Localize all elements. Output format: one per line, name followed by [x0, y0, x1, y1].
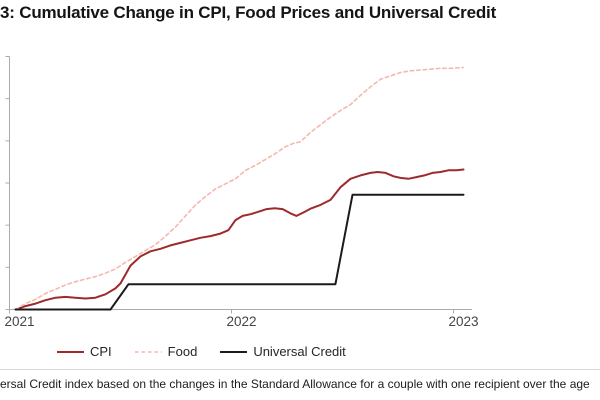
- legend-item-universal-credit: Universal Credit: [220, 344, 346, 359]
- legend-item-cpi: CPI: [57, 344, 112, 359]
- food-line: [14, 66, 465, 311]
- x-axis-label: 2023: [448, 314, 478, 329]
- figure-footnote: ersal Credit index based on the changes …: [0, 369, 600, 391]
- universal-credit-line-swatch-icon: [220, 349, 248, 355]
- universal-credit-line: [14, 193, 465, 311]
- food-line-swatch-icon: [134, 349, 162, 355]
- legend: CPI Food Universal Credit: [57, 344, 346, 359]
- cpi-line: [14, 168, 465, 311]
- legend-label-universal-credit: Universal Credit: [253, 344, 346, 359]
- x-axis-label: 2021: [4, 314, 34, 329]
- x-axis-label: 2022: [226, 314, 256, 329]
- cpi-line-swatch-icon: [57, 349, 84, 355]
- legend-item-food: Food: [134, 344, 198, 359]
- legend-label-food: Food: [167, 344, 198, 359]
- figure-title: 3: Cumulative Change in CPI, Food Prices…: [0, 3, 497, 22]
- legend-label-cpi: CPI: [90, 344, 112, 359]
